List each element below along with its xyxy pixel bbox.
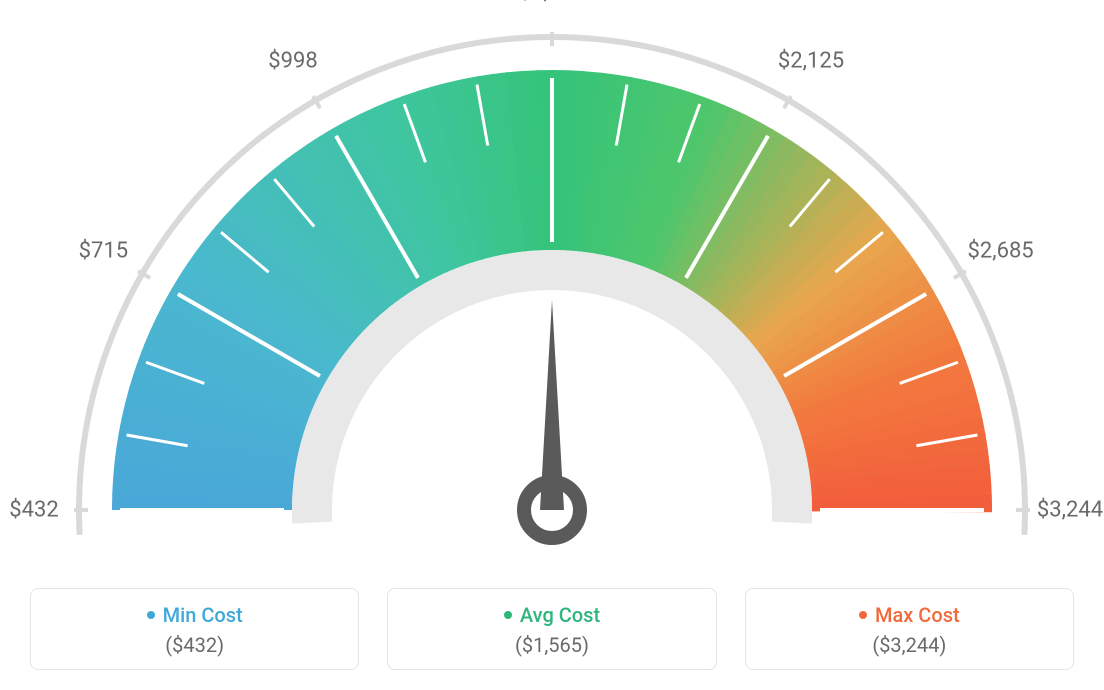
legend-card-min: Min Cost ($432): [30, 588, 359, 670]
gauge-tick-label: $2,125: [778, 49, 844, 74]
legend-min-label: Min Cost: [147, 603, 243, 627]
gauge-tick-labels: $432 $715 $998 $1,565 $2,125 $2,685 $3,244: [0, 0, 1104, 560]
gauge-tick-label: $3,244: [1037, 498, 1103, 523]
legend-avg-label: Avg Cost: [504, 603, 600, 627]
legend-min-value: ($432): [41, 633, 348, 657]
legend-max-label: Max Cost: [859, 603, 960, 627]
legend-max-value: ($3,244): [756, 633, 1063, 657]
gauge-tick-label: $1,565: [519, 0, 585, 5]
legend-avg-value: ($1,565): [398, 633, 705, 657]
gauge-tick-label: $2,685: [968, 239, 1034, 264]
gauge-tick-label: $432: [9, 498, 58, 523]
gauge-container: $432 $715 $998 $1,565 $2,125 $2,685 $3,244: [0, 0, 1104, 560]
legend-card-max: Max Cost ($3,244): [745, 588, 1074, 670]
gauge-tick-label: $998: [268, 49, 317, 74]
legend-row: Min Cost ($432) Avg Cost ($1,565) Max Co…: [0, 588, 1104, 670]
legend-card-avg: Avg Cost ($1,565): [387, 588, 716, 670]
gauge-tick-label: $715: [79, 239, 128, 264]
